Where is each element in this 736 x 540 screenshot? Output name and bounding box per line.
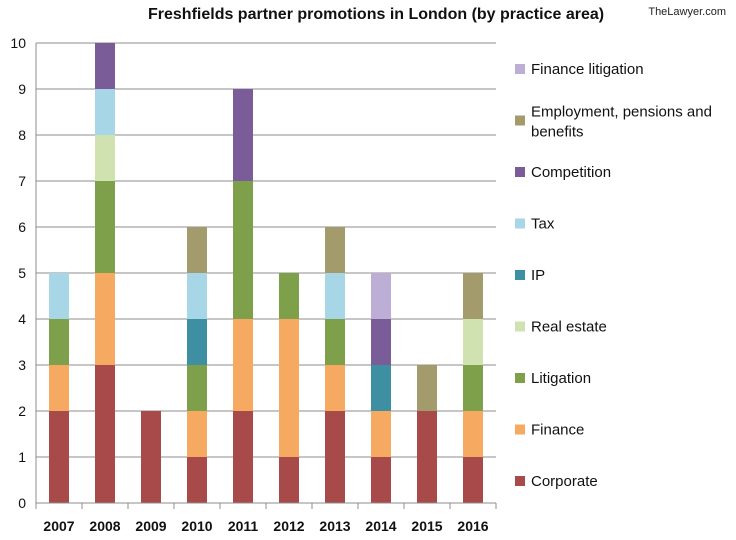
legend-swatch-real-estate (515, 321, 525, 332)
legend-label-competition: Competition (531, 164, 611, 181)
x-tick-label: 2016 (457, 518, 488, 534)
y-tick-label: 3 (18, 357, 26, 373)
bar-segment-2016-finance (463, 411, 483, 457)
bar-segment-2007-litigation (49, 319, 69, 365)
bar-segment-2010-ip (187, 319, 207, 365)
x-tick-label: 2011 (228, 518, 259, 534)
y-tick-label: 0 (18, 495, 26, 511)
bar-segment-2013-litigation (325, 319, 345, 365)
legend-swatch-litigation (515, 373, 525, 383)
legend-label-employment-pensions-and-benefits: Employment, pensions and benefits (531, 104, 712, 141)
x-tick-label: 2012 (273, 518, 304, 534)
bar-segment-2008-corporate (95, 365, 115, 503)
bar-segment-2011-finance (233, 319, 253, 411)
bar-segment-2012-finance (279, 319, 299, 457)
bar-segment-2008-real-estate (95, 135, 115, 181)
y-tick-label: 7 (18, 173, 26, 189)
bar-segment-2013-finance (325, 365, 345, 411)
legend-swatch-finance (515, 424, 525, 435)
y-tick-label: 6 (18, 219, 26, 235)
bar-segment-2015-corporate (417, 411, 437, 503)
legend-swatch-competition (515, 167, 525, 177)
bar-segment-2012-litigation (279, 273, 299, 319)
bar-segment-2010-litigation (187, 365, 207, 411)
bar-segment-2016-litigation (463, 365, 483, 411)
bar-segment-2015-employment-pensions-and-benefits (417, 365, 437, 411)
bars (49, 43, 483, 503)
bar-segment-2008-tax (95, 89, 115, 135)
x-tick-label: 2015 (411, 518, 442, 534)
bar-segment-2014-competition (371, 319, 391, 365)
bar-segment-2013-tax (325, 273, 345, 319)
bar-segment-2016-employment-pensions-and-benefits (463, 273, 483, 319)
bar-segment-2008-litigation (95, 181, 115, 273)
bar-segment-2011-corporate (233, 411, 253, 503)
y-tick-label: 8 (18, 127, 26, 143)
bar-segment-2014-finance (371, 411, 391, 457)
bar-segment-2007-finance (49, 365, 69, 411)
x-tick-label: 2013 (319, 518, 350, 534)
legend-swatch-employment-pensions-and-benefits (515, 115, 525, 126)
y-tick-label: 9 (18, 81, 26, 97)
bar-segment-2011-competition (233, 89, 253, 181)
legend-label-finance-litigation: Finance litigation (531, 61, 644, 78)
chart-title: Freshfields partner promotions in London… (148, 6, 605, 23)
y-tick-label: 5 (18, 265, 26, 281)
bar-segment-2010-employment-pensions-and-benefits (187, 227, 207, 273)
bar-segment-2016-real-estate (463, 319, 483, 365)
axes (35, 43, 497, 509)
x-tick-label: 2009 (135, 518, 166, 534)
legend-swatch-tax (515, 218, 525, 229)
bar-segment-2011-litigation (233, 181, 253, 319)
x-tick-label: 2014 (365, 518, 396, 534)
bar-segment-2008-finance (95, 273, 115, 365)
legend-label-litigation: Litigation (531, 370, 591, 387)
bar-segment-2014-finance-litigation (371, 273, 391, 319)
bar-segment-2007-tax (49, 273, 69, 319)
x-tick-label: 2008 (89, 518, 120, 534)
bar-segment-2007-corporate (49, 411, 69, 503)
bar-segment-2010-corporate (187, 457, 207, 503)
y-tick-labels: 0 1 2 3 4 5 6 7 8 9 10 (10, 35, 26, 511)
legend-swatch-ip (515, 270, 525, 280)
legend: Finance litigation Employment, pensions a… (515, 61, 712, 490)
bar-segment-2012-corporate (279, 457, 299, 503)
bar-segment-2010-tax (187, 273, 207, 319)
source-label: TheLawyer.com (648, 6, 726, 18)
x-tick-label: 2007 (43, 518, 74, 534)
bar-segment-2014-ip (371, 365, 391, 411)
bar-segment-2009-corporate (141, 411, 161, 503)
legend-label-real-estate: Real estate (531, 319, 607, 336)
bar-segment-2014-corporate (371, 457, 391, 503)
legend-label-ip: IP (531, 267, 545, 284)
legend-label-tax: Tax (531, 216, 555, 233)
bar-segment-2013-corporate (325, 411, 345, 503)
legend-swatch-finance-litigation (515, 64, 525, 74)
legend-label-corporate: Corporate (531, 473, 598, 490)
y-tick-label: 1 (18, 449, 26, 465)
bar-segment-2010-finance (187, 411, 207, 457)
legend-label-finance: Finance (531, 422, 584, 439)
bar-segment-2008-competition (95, 43, 115, 89)
bar-segment-2016-corporate (463, 457, 483, 503)
x-tick-labels: 2007 2008 2009 2010 2011 2012 2013 2014 2015 2016 (43, 518, 488, 534)
y-tick-label: 4 (18, 311, 26, 327)
y-tick-label: 10 (10, 35, 26, 51)
y-tick-label: 2 (18, 403, 26, 419)
bar-segment-2013-employment-pensions-and-benefits (325, 227, 345, 273)
legend-swatch-corporate (515, 476, 525, 486)
x-tick-label: 2010 (181, 518, 212, 534)
